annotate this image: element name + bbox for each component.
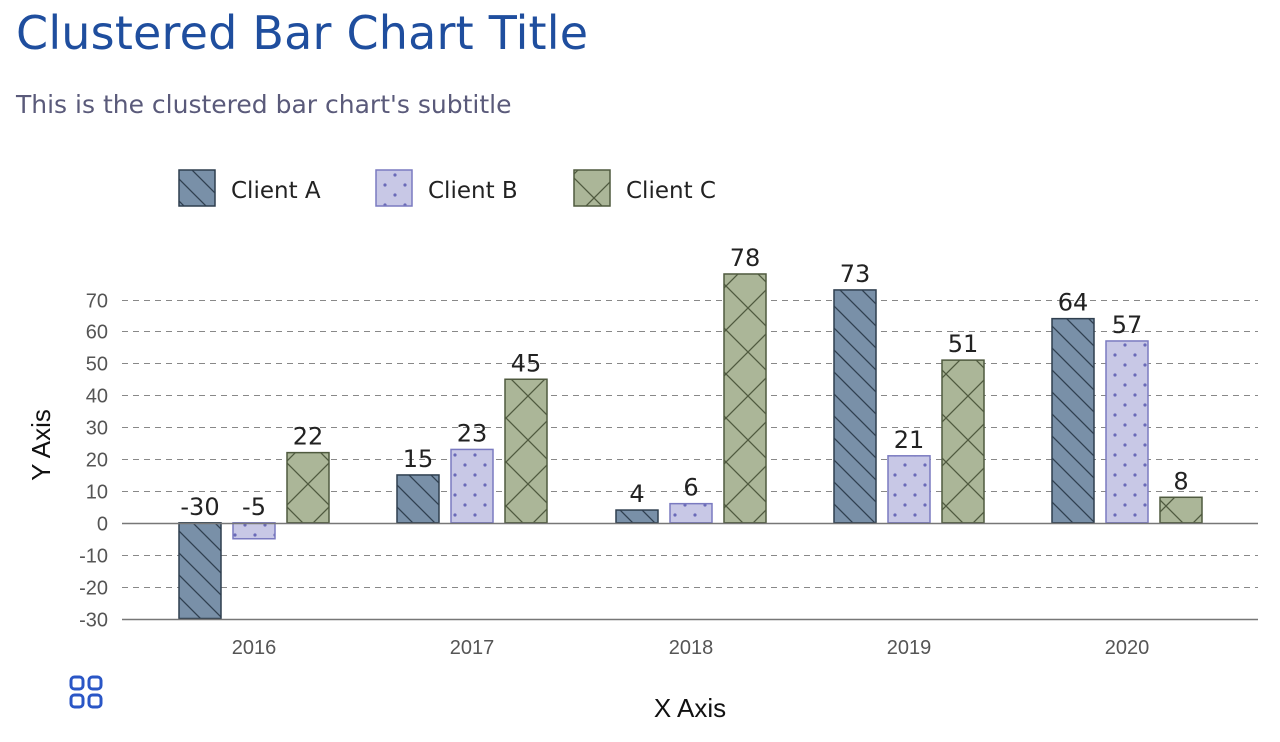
x-tick-label: 2020 — [1105, 637, 1150, 659]
bar-pattern — [887, 455, 931, 524]
legend-swatch-pattern — [375, 169, 413, 207]
bar-pattern — [1105, 340, 1149, 524]
y-tick-label: 10 — [86, 482, 108, 504]
data-label: 22 — [293, 423, 324, 451]
bar-pattern — [232, 522, 276, 540]
data-label: 51 — [948, 330, 979, 358]
legend-swatch-pattern — [573, 169, 611, 207]
bar-pattern — [450, 448, 494, 524]
y-tick-label: 30 — [86, 418, 108, 440]
y-tick-label: -10 — [79, 546, 108, 568]
bar-pattern — [1159, 496, 1203, 524]
chart-subtitle: This is the clustered bar chart's subtit… — [16, 90, 512, 119]
data-label: 23 — [457, 419, 488, 447]
y-tick-label: 0 — [97, 514, 108, 536]
bar-pattern — [833, 289, 877, 524]
grid-view-icon[interactable] — [68, 674, 104, 710]
y-tick-label: 70 — [86, 291, 108, 313]
bar-pattern — [396, 474, 440, 524]
bar-pattern — [504, 378, 548, 524]
x-tick-label: 2017 — [450, 637, 495, 659]
bar-pattern — [723, 273, 767, 524]
legend-label: Client A — [231, 178, 321, 204]
bar-pattern — [286, 451, 330, 524]
bars — [178, 273, 1203, 620]
data-label: 8 — [1173, 467, 1188, 495]
data-label: -5 — [242, 493, 266, 521]
bar-pattern — [669, 502, 713, 524]
x-axis-title: X Axis — [654, 693, 726, 723]
bar-pattern — [941, 359, 985, 524]
legend-label: Client B — [428, 178, 518, 204]
data-label: 45 — [511, 349, 542, 377]
data-labels: -30 -5 22 15 23 45 4 6 78 73 21 51 64 57 8 — [180, 244, 1188, 521]
y-tick-label: 50 — [86, 354, 108, 376]
y-tick-label: 20 — [86, 450, 108, 472]
data-label: -30 — [180, 493, 219, 521]
legend: Client A Client B Client C — [178, 169, 716, 207]
data-label: 73 — [840, 260, 871, 288]
y-tick-label: 40 — [86, 386, 108, 408]
bar-pattern — [615, 509, 659, 524]
x-tick-label: 2018 — [669, 637, 714, 659]
data-label: 4 — [629, 480, 644, 508]
data-label: 21 — [894, 426, 925, 454]
chart-title: Clustered Bar Chart Title — [16, 6, 589, 60]
y-axis-title: Y Axis — [26, 409, 56, 481]
data-label: 78 — [730, 244, 761, 272]
data-label: 64 — [1058, 289, 1089, 317]
data-label: 15 — [403, 445, 434, 473]
legend-label: Client C — [626, 178, 716, 204]
bar-pattern — [178, 522, 222, 620]
x-tick-label: 2016 — [232, 637, 277, 659]
data-label: 6 — [683, 474, 698, 502]
axes: 70 60 50 40 30 20 10 0 -10 -20 -30 2016 2017 2018 2019… — [79, 291, 1258, 659]
data-label: 57 — [1112, 311, 1143, 339]
y-tick-label: 60 — [86, 322, 108, 344]
legend-swatch-pattern — [178, 169, 216, 207]
bar-pattern — [1051, 317, 1095, 524]
x-tick-label: 2019 — [887, 637, 932, 659]
y-tick-label: -20 — [79, 578, 108, 600]
y-tick-label: -30 — [79, 610, 108, 632]
